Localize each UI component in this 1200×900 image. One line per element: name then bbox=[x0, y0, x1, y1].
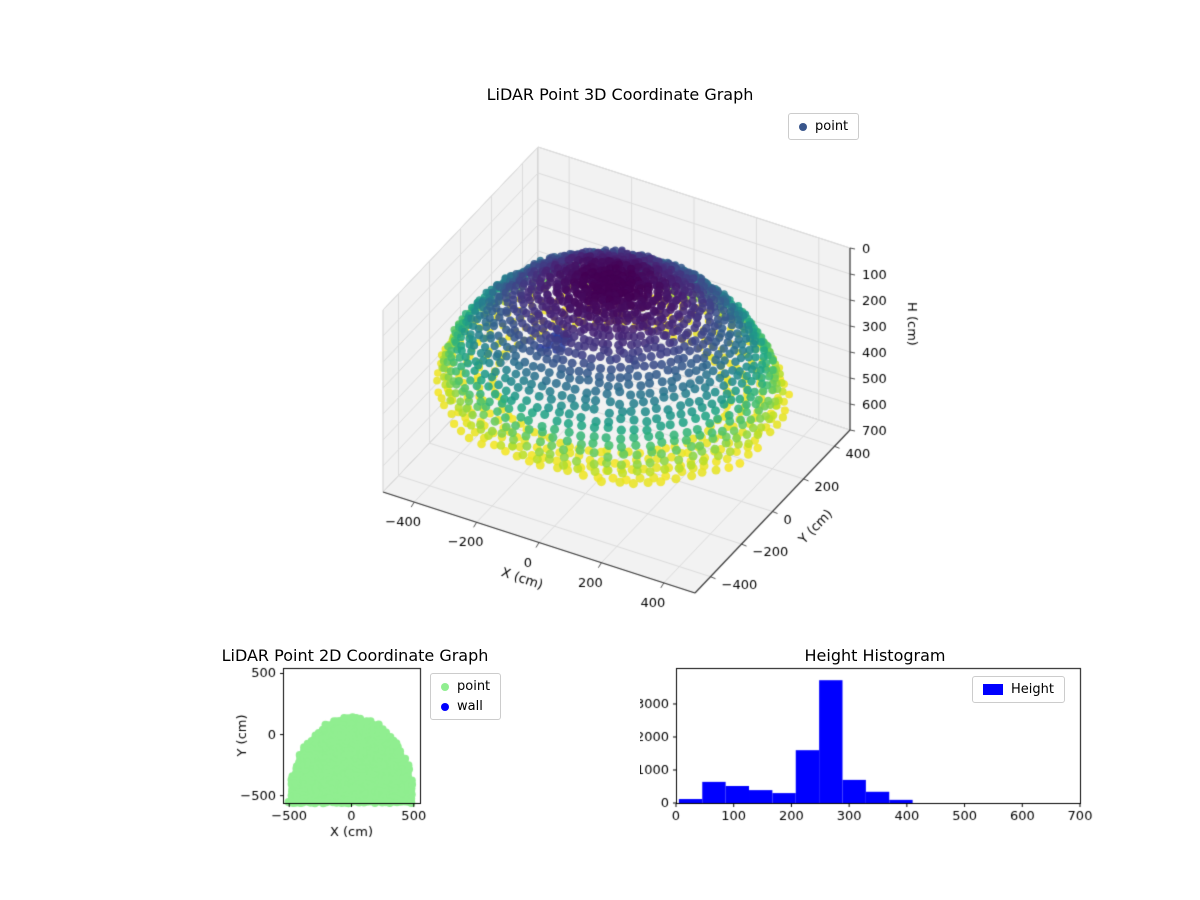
legend-row-point: point bbox=[441, 678, 490, 695]
legend-row-point: point bbox=[799, 118, 848, 135]
wall-legend-label: wall bbox=[457, 699, 483, 714]
height-legend-label: Height bbox=[1011, 682, 1054, 697]
point-marker-icon bbox=[799, 122, 807, 131]
height-marker-icon bbox=[983, 684, 1003, 695]
point-legend-label: point bbox=[815, 119, 849, 134]
point2d-legend-label: point bbox=[457, 679, 491, 694]
plot3d-title: LiDAR Point 3D Coordinate Graph bbox=[486, 85, 754, 104]
wall-marker-icon bbox=[441, 702, 449, 711]
histogram-legend: Height bbox=[972, 676, 1065, 703]
legend-row-height: Height bbox=[983, 681, 1054, 698]
plot2d-legend: point wall bbox=[430, 673, 502, 720]
histogram-canvas bbox=[640, 640, 1110, 870]
point2d-marker-icon bbox=[441, 682, 449, 691]
legend-row-wall: wall bbox=[441, 698, 490, 715]
plot3d-legend: point bbox=[788, 113, 860, 140]
plot3d-canvas bbox=[270, 100, 970, 640]
